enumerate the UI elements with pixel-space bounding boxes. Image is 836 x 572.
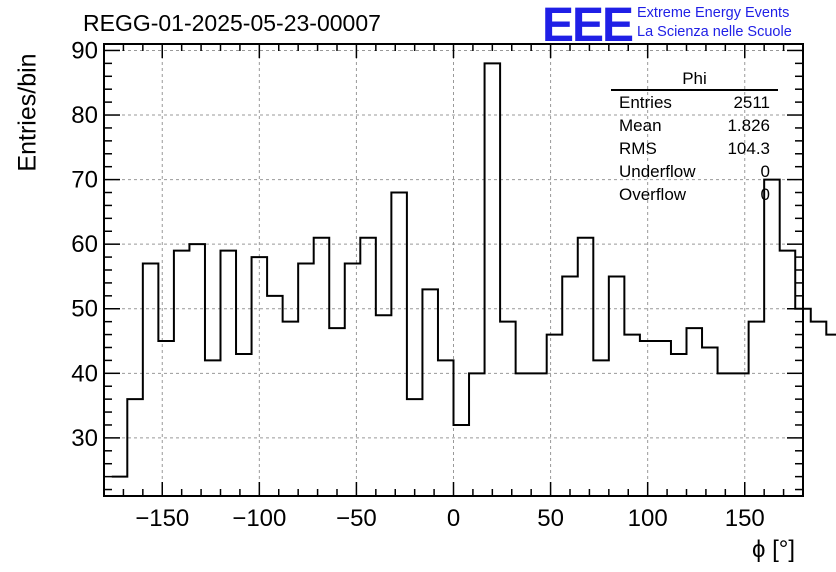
stats-label: Mean bbox=[619, 116, 662, 135]
stats-label: Overflow bbox=[619, 185, 687, 204]
x-tick-label: −150 bbox=[135, 505, 189, 532]
y-tick-label: 90 bbox=[71, 37, 98, 64]
stats-value: 104.3 bbox=[727, 139, 770, 158]
logo-caption-line1: Extreme Energy Events bbox=[637, 5, 790, 21]
stats-label: Entries bbox=[619, 93, 672, 112]
stats-value: 2511 bbox=[733, 93, 770, 112]
x-tick-label: 0 bbox=[447, 505, 460, 532]
axis-ticks bbox=[104, 44, 803, 496]
eee-logo: EEE bbox=[542, 0, 634, 52]
stats-row: Entries 2511 bbox=[611, 91, 778, 114]
stats-value: 0 bbox=[760, 185, 770, 204]
y-tick-label: 70 bbox=[71, 167, 98, 194]
stats-box: Phi Entries 2511 Mean 1.826 RMS 104.3 Under… bbox=[611, 69, 778, 206]
stats-title: Phi bbox=[611, 69, 778, 91]
y-tick-label: 50 bbox=[71, 296, 98, 323]
x-tick-label: 50 bbox=[537, 505, 564, 532]
stats-row: RMS 104.3 bbox=[611, 137, 778, 160]
y-tick-labels: 30 40 50 60 70 80 90 bbox=[71, 37, 98, 451]
stats-value: 0 bbox=[760, 162, 770, 181]
stats-row: Overflow 0 bbox=[611, 183, 778, 206]
x-tick-label: −50 bbox=[336, 505, 377, 532]
stats-row: Underflow 0 bbox=[611, 160, 778, 183]
y-tick-label: 60 bbox=[71, 231, 98, 258]
logo-caption: Extreme Energy Events La Scienza nelle S… bbox=[637, 4, 792, 42]
y-tick-label: 80 bbox=[71, 102, 98, 129]
x-axis-label: ϕ [°] bbox=[752, 536, 796, 563]
chart-title: REGG-01-2025-05-23-00007 bbox=[83, 10, 381, 36]
stats-value: 1.826 bbox=[727, 116, 770, 135]
stats-label: RMS bbox=[619, 139, 657, 158]
histogram-series bbox=[111, 62, 836, 478]
stats-row: Mean 1.826 bbox=[611, 114, 778, 137]
x-tick-label: 100 bbox=[628, 505, 668, 532]
x-tick-label: −100 bbox=[232, 505, 286, 532]
x-tick-labels: −150 −100 −50 0 50 100 150 bbox=[135, 505, 765, 532]
y-tick-label: 40 bbox=[71, 360, 98, 387]
stats-label: Underflow bbox=[619, 162, 696, 181]
y-tick-label: 30 bbox=[71, 425, 98, 452]
y-axis-label: Entries/bin bbox=[13, 53, 42, 172]
x-tick-label: 150 bbox=[725, 505, 765, 532]
plot-frame bbox=[103, 43, 804, 497]
logo-caption-line2: La Scienza nelle Scuole bbox=[637, 24, 792, 40]
